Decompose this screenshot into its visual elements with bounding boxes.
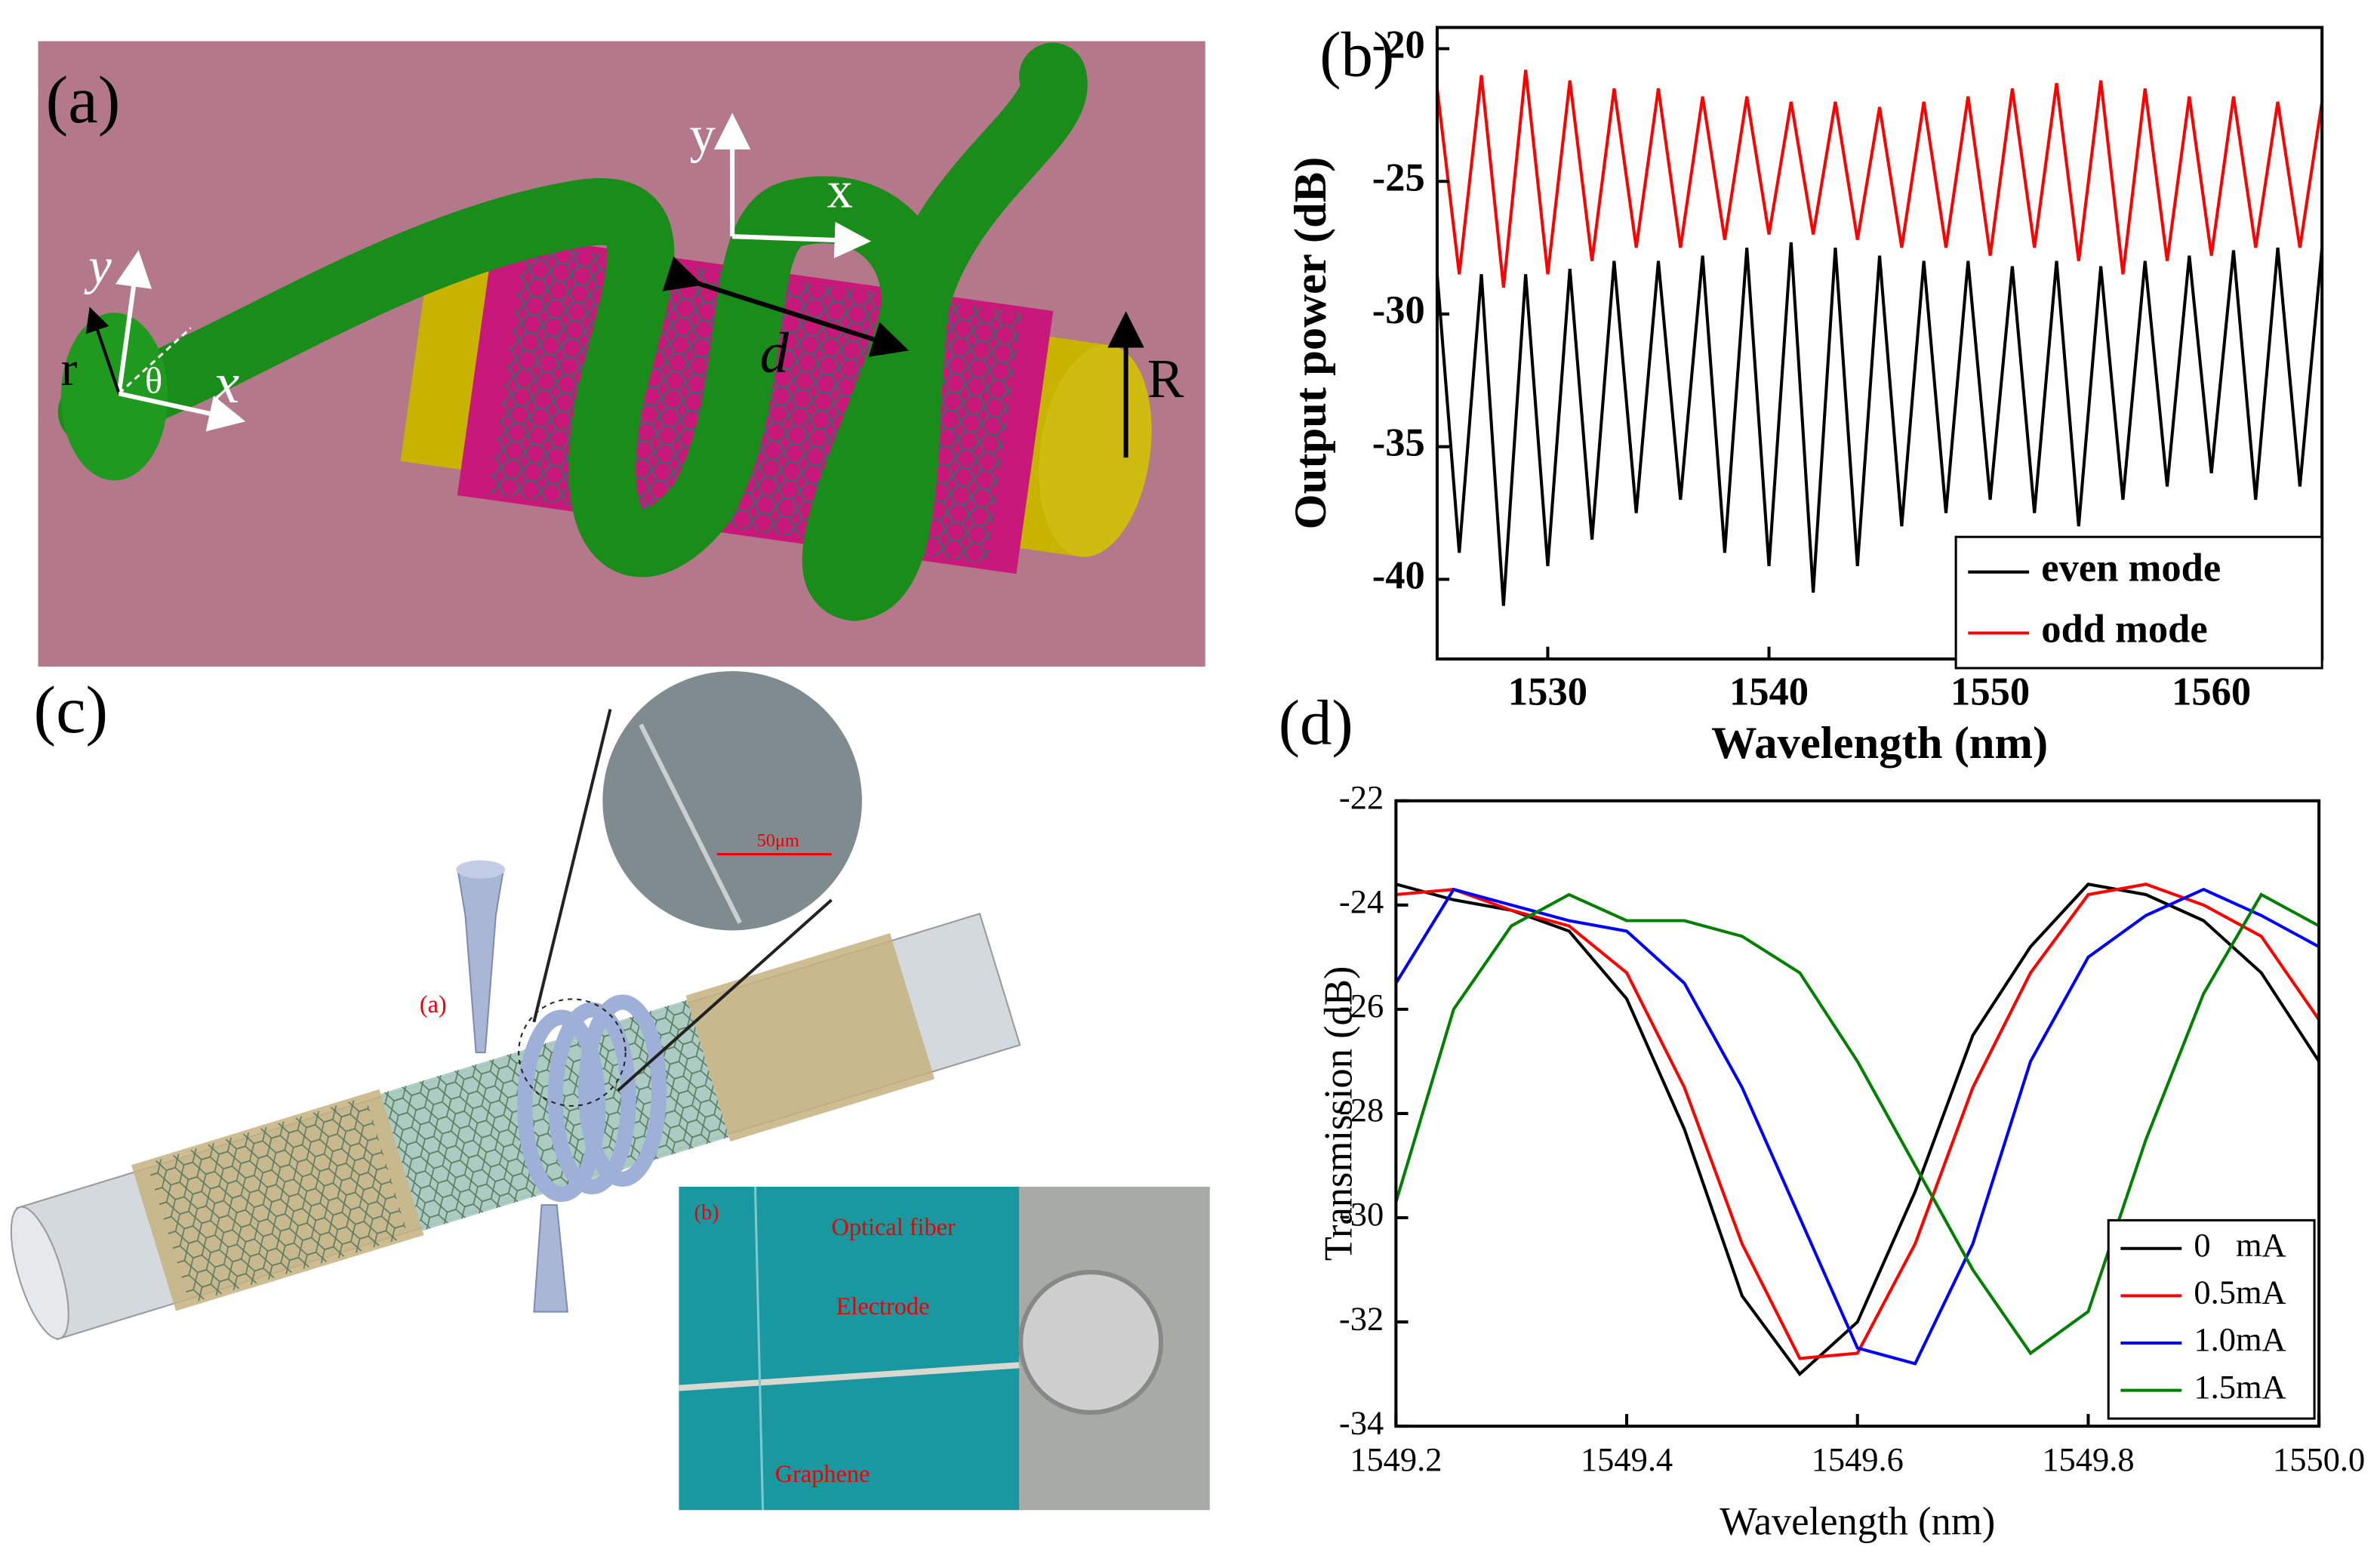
x-tick-label: 1549.2 bbox=[1350, 1440, 1442, 1478]
sem-inset bbox=[602, 671, 862, 931]
y-tick-label: -32 bbox=[1339, 1299, 1384, 1337]
y-tick-label: -26 bbox=[1339, 987, 1384, 1024]
annotation: Electrode bbox=[836, 1292, 930, 1320]
x-tick-label: 1550 bbox=[1950, 670, 2030, 713]
y-tick-label: -34 bbox=[1339, 1403, 1384, 1441]
data-line bbox=[1395, 883, 2320, 1377]
fiber-tube bbox=[457, 868, 505, 1054]
data-line bbox=[1435, 242, 2324, 606]
axis-arrow bbox=[118, 391, 246, 432]
legend-label: odd mode bbox=[2041, 608, 2207, 652]
x-tick-label: 1550.0 bbox=[2273, 1440, 2365, 1478]
y-tick-label: -35 bbox=[1372, 421, 1425, 465]
panel-label: (b) bbox=[1319, 19, 1394, 90]
plot-frame bbox=[1435, 26, 2324, 661]
legend-label: 1.5mA bbox=[2194, 1368, 2286, 1406]
x-tick-label: 1549.4 bbox=[1581, 1440, 1673, 1478]
panel-label: (a) bbox=[46, 63, 121, 137]
angle-letter: θ bbox=[145, 361, 162, 401]
inset-label: (b) bbox=[694, 1201, 719, 1225]
distance-arrow bbox=[662, 256, 910, 357]
legend-label: 0.5mA bbox=[2194, 1274, 2286, 1311]
fiber-tube bbox=[456, 860, 506, 879]
fiber-tube bbox=[533, 1204, 568, 1313]
y-tick-label: -25 bbox=[1372, 156, 1425, 199]
zoom-line bbox=[532, 709, 612, 1023]
axis-arrow bbox=[732, 221, 872, 259]
radius-letter: R bbox=[1147, 348, 1184, 409]
y-tick-label: -28 bbox=[1339, 1091, 1384, 1129]
legend-box bbox=[2107, 1218, 2316, 1420]
x-tick-label: 1530 bbox=[1508, 670, 1587, 713]
legend-label: 0 mA bbox=[2194, 1226, 2286, 1264]
panel-label: (c) bbox=[33, 673, 108, 747]
y-axis-label: Output power (dB) bbox=[1285, 157, 1336, 530]
sem-fiber bbox=[639, 723, 742, 924]
y-tick-label: -30 bbox=[1372, 288, 1425, 332]
electrode-wire bbox=[679, 1362, 1020, 1391]
scale-bar-label: 50μm bbox=[757, 830, 799, 851]
axis-letter: y bbox=[84, 237, 112, 294]
fiber-end bbox=[60, 313, 168, 481]
legend-label: 1.0mA bbox=[2194, 1320, 2286, 1358]
y-axis-label: Transmission (dB) bbox=[1317, 966, 1361, 1262]
x-tick-label: 1549.8 bbox=[2042, 1440, 2134, 1478]
y-tick-label: -24 bbox=[1339, 883, 1384, 920]
x-tick-label: 1560 bbox=[2172, 670, 2251, 713]
data-line bbox=[1396, 883, 2320, 1360]
y-tick-label: -22 bbox=[1339, 778, 1384, 816]
x-tick-label: 1549.6 bbox=[1812, 1440, 1904, 1478]
axis-arrow bbox=[115, 250, 152, 394]
zoom-line bbox=[617, 898, 833, 1092]
axis-letter: x bbox=[213, 351, 239, 415]
x-tick-label: 1540 bbox=[1729, 670, 1809, 713]
axis-letter: y bbox=[690, 106, 716, 164]
y-tick-label: -30 bbox=[1339, 1195, 1384, 1233]
legend-box bbox=[1954, 535, 2323, 670]
panel-a: (a) y x y x r θ d R bbox=[38, 41, 1205, 667]
coil-rings bbox=[517, 994, 667, 1203]
data-line bbox=[1394, 887, 2320, 1366]
distance-letter: d bbox=[760, 320, 790, 384]
data-line bbox=[1394, 892, 2320, 1356]
zoom-circle bbox=[518, 998, 627, 1107]
annotation: Optical fiber bbox=[832, 1213, 956, 1240]
x-axis-label: Wavelength (nm) bbox=[1720, 1500, 1995, 1544]
axis-letter: x bbox=[827, 161, 852, 218]
photo bbox=[679, 1186, 1023, 1511]
panel-c: (c) 50μm (a) (b) Optical bbox=[10, 671, 1210, 1511]
fiber-coil bbox=[57, 42, 1088, 621]
panel-label: (d) bbox=[1279, 687, 1353, 758]
y-tick-label: -20 bbox=[1372, 23, 1425, 67]
data-line bbox=[1435, 69, 2324, 288]
legend-label: even mode bbox=[2041, 547, 2221, 590]
optical-fiber bbox=[753, 1186, 765, 1511]
y-tick-label: -40 bbox=[1372, 553, 1425, 597]
radius-letter: r bbox=[61, 341, 78, 396]
coin bbox=[1018, 1270, 1164, 1415]
annotation: Graphene bbox=[775, 1460, 870, 1487]
inset-label: (a) bbox=[420, 990, 447, 1018]
angle-line bbox=[118, 327, 192, 395]
x-axis-label: Wavelength (nm) bbox=[1711, 718, 2048, 769]
radius-arrow bbox=[85, 307, 121, 394]
